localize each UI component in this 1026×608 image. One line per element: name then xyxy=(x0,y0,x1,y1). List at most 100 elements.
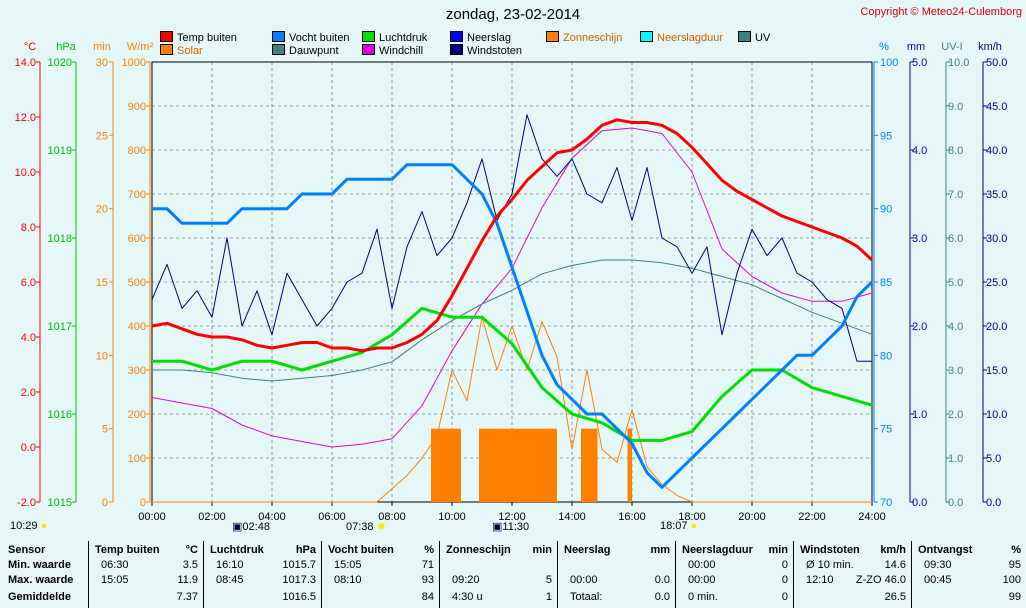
stats-col-sensor: Sensor Min. waarde Max. waarde Gemiddeld… xyxy=(0,541,88,608)
legend-swatch xyxy=(160,31,173,42)
stats-time: 06:30 xyxy=(101,559,129,571)
uv-tick-label: 10.0 xyxy=(948,57,969,69)
wind-tick-label: 40.0 xyxy=(986,145,1007,157)
stats-col-gusts: Windstoten km/h Ø 10 min. 14.6 12:10 Z-ZO 46.… xyxy=(793,541,912,608)
temp-tick-label: 12.0 xyxy=(15,112,36,124)
rain-tick-label: 3.0 xyxy=(912,233,927,245)
stats-value: 99 xyxy=(1008,591,1021,603)
legend-item: Zonneschijn xyxy=(546,31,622,44)
sunshine-bar xyxy=(627,428,632,502)
legend: Temp buiten Solar Vocht buiten Dauwpunt Luch… xyxy=(160,31,770,59)
moonset-label: 10:29 ● xyxy=(10,520,48,532)
uv-tick-label: 3.0 xyxy=(948,365,963,377)
rain-tick-label: 0.0 xyxy=(912,497,927,509)
stats-value: 95 xyxy=(1008,559,1021,571)
legend-item: Windstoten xyxy=(450,44,522,57)
stats-header-pressure: Luchtdruk xyxy=(210,544,264,556)
wind-tick-label: 50.0 xyxy=(986,57,1007,69)
humidity-tick-label: 80 xyxy=(880,350,892,362)
stats-time: 15:05 xyxy=(334,559,362,571)
uv-tick-label: 9.0 xyxy=(948,101,963,113)
noon-label: ▣11:30 xyxy=(492,521,530,533)
legend-swatch xyxy=(362,31,375,42)
stats-header-gusts: Windstoten xyxy=(800,544,860,556)
legend-label: Temp buiten xyxy=(177,32,237,44)
stats-col-temp: Temp buiten °C 06:30 3.5 15:05 11.9 7.37 xyxy=(88,541,204,608)
stats-col-rain: Neerslag mm 00:00 0.0 Totaal: 0.0 xyxy=(557,541,676,608)
stats-time: 00:00 xyxy=(570,574,598,586)
legend-swatch xyxy=(272,31,285,42)
stats-time: Totaal: xyxy=(570,591,603,603)
legend-swatch xyxy=(546,31,559,42)
sunmin-tick-label: 20 xyxy=(96,204,108,216)
stats-unit-gusts: km/h xyxy=(880,544,906,556)
weather-chart: °C14.012.010.08.06.04.02.00.0-2.0hPa1020… xyxy=(15,41,1008,523)
solar-tick-label: 0 xyxy=(140,497,146,509)
temp-tick-label: 6.0 xyxy=(21,277,36,289)
humidity-tick-label: 75 xyxy=(880,424,892,436)
humidity-tick-label: 90 xyxy=(880,204,892,216)
legend-label: UV xyxy=(755,32,771,44)
uv-tick-label: 1.0 xyxy=(948,453,963,465)
solar-axis-unit: W/m² xyxy=(127,41,154,53)
legend-swatch xyxy=(738,31,751,42)
wind-tick-label: 35.0 xyxy=(986,189,1007,201)
uv-tick-label: 6.0 xyxy=(948,233,963,245)
uv-tick-label: 4.0 xyxy=(948,321,963,333)
stats-col-humidity: Vocht buiten% 15:05 71 08:10 93 84 xyxy=(321,541,440,608)
wind-axis-unit: km/h xyxy=(978,41,1002,53)
stats-value: 84 xyxy=(421,591,434,603)
temp-tick-label: 8.0 xyxy=(21,222,36,234)
legend-item: Solar xyxy=(160,44,203,57)
wind-tick-label: 45.0 xyxy=(986,101,1007,113)
wind-tick-label: 15.0 xyxy=(986,365,1007,377)
stats-time: 16:10 xyxy=(216,559,244,571)
stats-unit-rain: mm xyxy=(650,544,670,556)
stats-value: 14.6 xyxy=(884,559,906,571)
solar-tick-label: 1000 xyxy=(122,57,146,69)
pressure-tick-label: 1015 xyxy=(48,497,72,509)
legend-item: Dauwpunt xyxy=(272,44,339,57)
temp-tick-label: 2.0 xyxy=(21,387,36,399)
temp-tick-label: 14.0 xyxy=(15,57,36,69)
rain-tick-label: 5.0 xyxy=(912,57,927,69)
x-tick-label: 10:00 xyxy=(438,511,466,523)
uv-tick-label: 5.0 xyxy=(948,277,963,289)
wind-tick-label: 20.0 xyxy=(986,321,1007,333)
sunrise-label: 07:38 ✸ xyxy=(346,521,386,533)
stats-time: 00:45 xyxy=(924,574,952,586)
pressure-axis-unit: hPa xyxy=(56,41,76,53)
uv-axis-unit: UV-I xyxy=(941,41,962,53)
stats-value: 100 xyxy=(1002,574,1021,586)
uv-tick-label: 2.0 xyxy=(948,409,963,421)
series-line-luchtdruk xyxy=(152,306,873,442)
uv-tick-label: 0.0 xyxy=(948,497,963,509)
legend-label: Dauwpunt xyxy=(289,45,339,57)
rain-tick-label: 1.0 xyxy=(912,409,927,421)
stats-unit-sunshine: min xyxy=(532,544,552,556)
legend-swatch xyxy=(450,31,463,42)
stats-time: 08:45 xyxy=(216,574,244,586)
rain-tick-label: 2.0 xyxy=(912,321,927,333)
solar-tick-label: 200 xyxy=(128,409,146,421)
series-line-temp-buiten xyxy=(151,118,874,353)
sunmin-tick-label: 25 xyxy=(96,130,108,142)
stats-header-humidity: Vocht buiten xyxy=(328,544,394,556)
stats-value: 1017.3 xyxy=(282,574,316,586)
temp-tick-label: 0.0 xyxy=(21,442,36,454)
stats-col-pressure: Luchtdruk hPa 16:10 1015.7 08:45 1017.3 1016.5 xyxy=(203,541,322,608)
humidity-tick-label: 70 xyxy=(880,497,892,509)
stats-label-max: Max. waarde xyxy=(8,574,74,586)
pressure-tick-label: 1020 xyxy=(48,57,72,69)
legend-label: Zonneschijn xyxy=(563,32,623,44)
stats-value: 0 xyxy=(781,559,788,571)
stats-value: 0 xyxy=(781,591,788,603)
sunshine-bar xyxy=(581,428,598,502)
legend-item: Neerslag xyxy=(450,31,511,44)
stats-time: 0 min. xyxy=(688,591,718,603)
legend-label: Neerslagduur xyxy=(657,32,724,44)
solar-tick-label: 400 xyxy=(128,321,146,333)
x-tick-label: 08:00 xyxy=(378,511,406,523)
series-line-windstoten xyxy=(151,114,872,362)
stats-header-temp: Temp buiten xyxy=(95,544,160,556)
